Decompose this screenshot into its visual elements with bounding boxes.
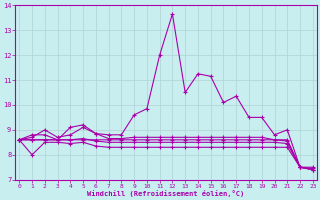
X-axis label: Windchill (Refroidissement éolien,°C): Windchill (Refroidissement éolien,°C) (87, 190, 245, 197)
